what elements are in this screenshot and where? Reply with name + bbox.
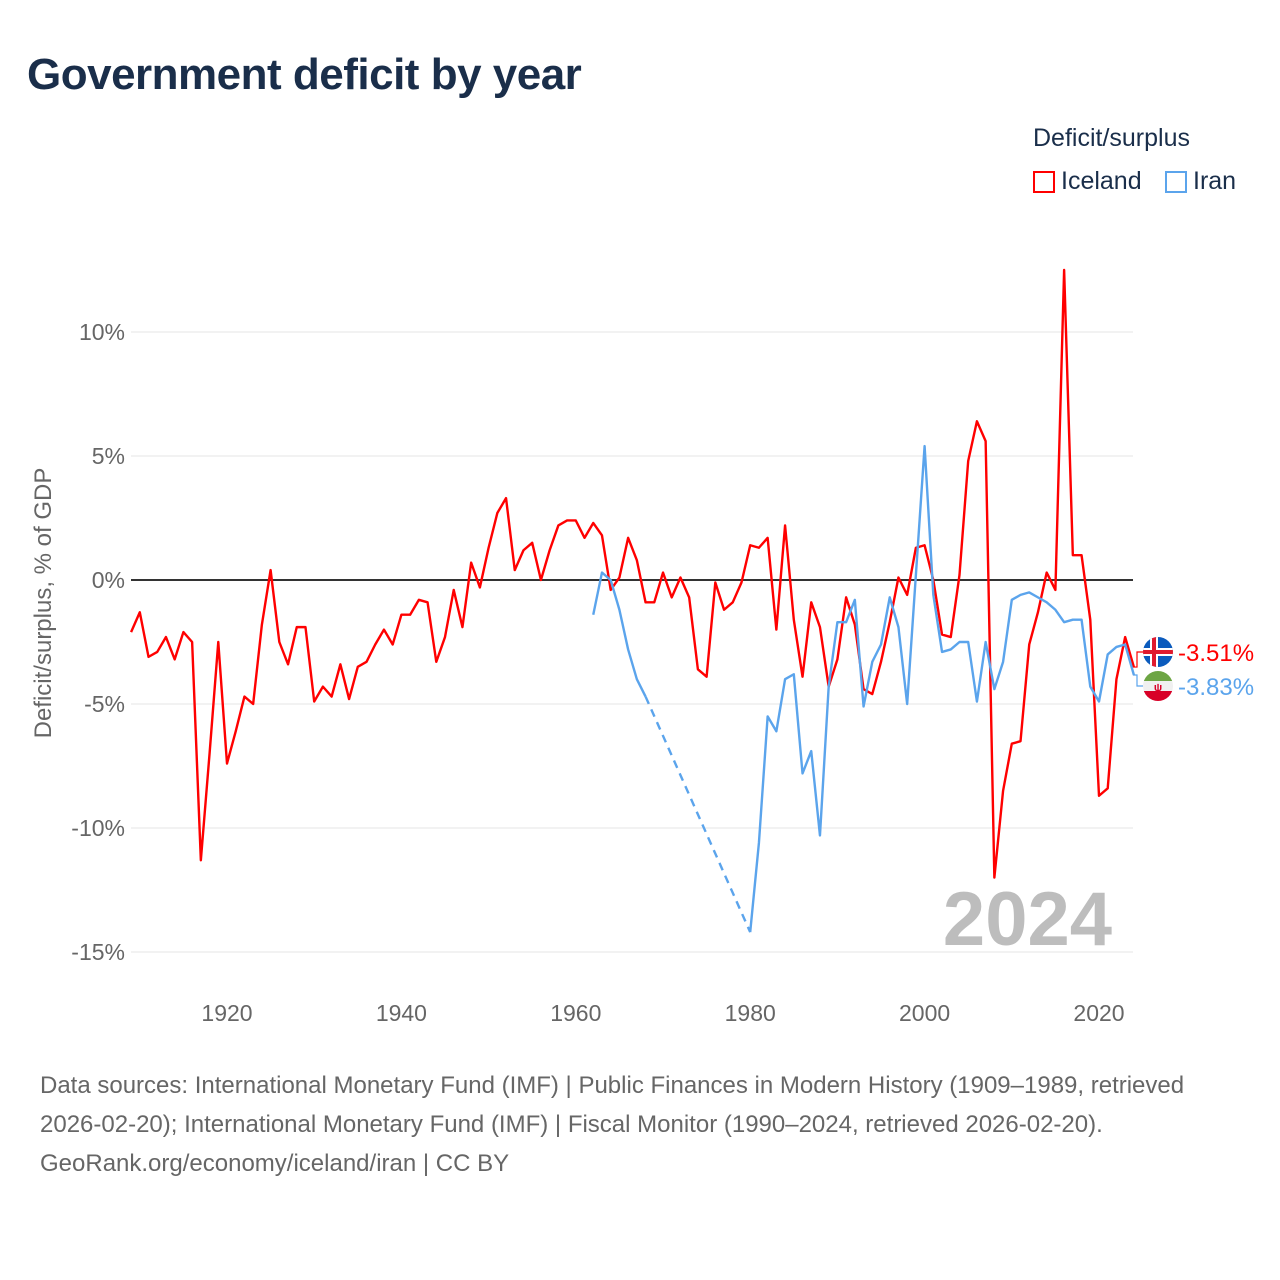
y-tick-label: 10% — [79, 319, 125, 345]
y-tick-label: -10% — [71, 815, 125, 841]
y-tick-label: -15% — [71, 939, 125, 965]
legend-swatch-iran — [1165, 170, 1187, 193]
x-tick-label: 1920 — [201, 1000, 252, 1026]
legend-label-iceland: Iceland — [1061, 167, 1142, 195]
line-chart: Deficit/surplus, % of GDP 2024 10% 5% 0% -5… — [30, 268, 1254, 1026]
data-sources: Data sources: International Monetary Fun… — [40, 1072, 1185, 1138]
legend-title: Deficit/surplus — [1033, 124, 1190, 152]
y-tick-label: -5% — [84, 691, 125, 717]
legend-label-iran: Iran — [1193, 167, 1237, 195]
series-line-iceland — [129, 268, 1136, 879]
footer: Data sources: International Monetary Fun… — [40, 1066, 1240, 1183]
x-tick-label: 1940 — [376, 1000, 427, 1026]
x-tick-label: 1960 — [550, 1000, 601, 1026]
iran-flag-icon: ψ — [1143, 671, 1173, 701]
credit-link[interactable]: GeoRank.org/economy/iceland/iran | CC BY — [40, 1150, 510, 1177]
series-gap-iran — [644, 696, 752, 933]
iceland-flag-icon — [1143, 637, 1173, 667]
y-tick-label: 0% — [92, 567, 125, 593]
end-value-label-iran: -3.83% — [1178, 674, 1254, 701]
x-tick-label: 1980 — [725, 1000, 776, 1026]
series-line-iran — [749, 444, 1136, 933]
series-line-iran — [592, 571, 647, 698]
end-connector-iran — [1133, 674, 1143, 687]
chart-title: Government deficit by year — [27, 50, 582, 99]
end-value-label-iceland: -3.51% — [1178, 640, 1254, 667]
x-tick-label: 2000 — [899, 1000, 950, 1026]
y-axis-label: Deficit/surplus, % of GDP — [30, 468, 57, 739]
x-tick-label: 2020 — [1073, 1000, 1124, 1026]
current-year-label: 2024 — [943, 877, 1112, 962]
end-connector-iceland — [1133, 651, 1143, 668]
y-tick-label: 5% — [92, 443, 125, 469]
svg-text:ψ: ψ — [1154, 682, 1162, 694]
legend-swatch-iceland — [1033, 170, 1055, 193]
legend-item-iceland[interactable]: Iceland — [1033, 167, 1142, 196]
legend-item-iran[interactable]: Iran — [1165, 167, 1236, 196]
